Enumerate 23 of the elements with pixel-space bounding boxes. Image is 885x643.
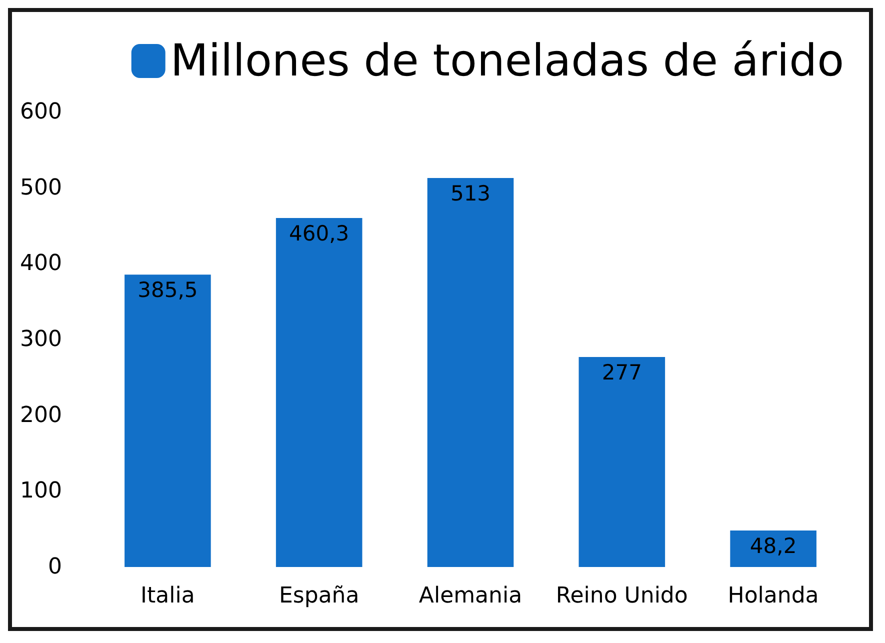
legend-label: Millones de toneladas de árido [170, 36, 844, 86]
y-tick-label: 300 [20, 327, 62, 352]
y-tick-label: 600 [20, 100, 62, 124]
bar [124, 274, 211, 567]
data-label: 460,3 [289, 221, 350, 246]
bar [427, 178, 514, 567]
x-tick-label: Holanda [728, 584, 819, 608]
bar [578, 356, 666, 567]
x-tick-label: España [278, 584, 360, 608]
y-tick-label: 0 [48, 554, 62, 580]
y-tick-label: 200 [20, 402, 62, 428]
x-tick-label: Reino Unido [556, 584, 688, 608]
bar [276, 218, 362, 567]
data-label: 48,2 [750, 534, 797, 558]
data-label: 513 [450, 181, 491, 206]
y-tick-label: 500 [20, 175, 62, 200]
x-tick-label: Italia [140, 584, 195, 608]
bar [730, 530, 816, 567]
data-label: 277 [602, 360, 642, 384]
data-label: 385,5 [138, 278, 198, 302]
x-tick-label: Alemania [418, 584, 522, 608]
y-tick-label: 100 [20, 478, 62, 504]
y-tick-label: 400 [20, 251, 62, 276]
